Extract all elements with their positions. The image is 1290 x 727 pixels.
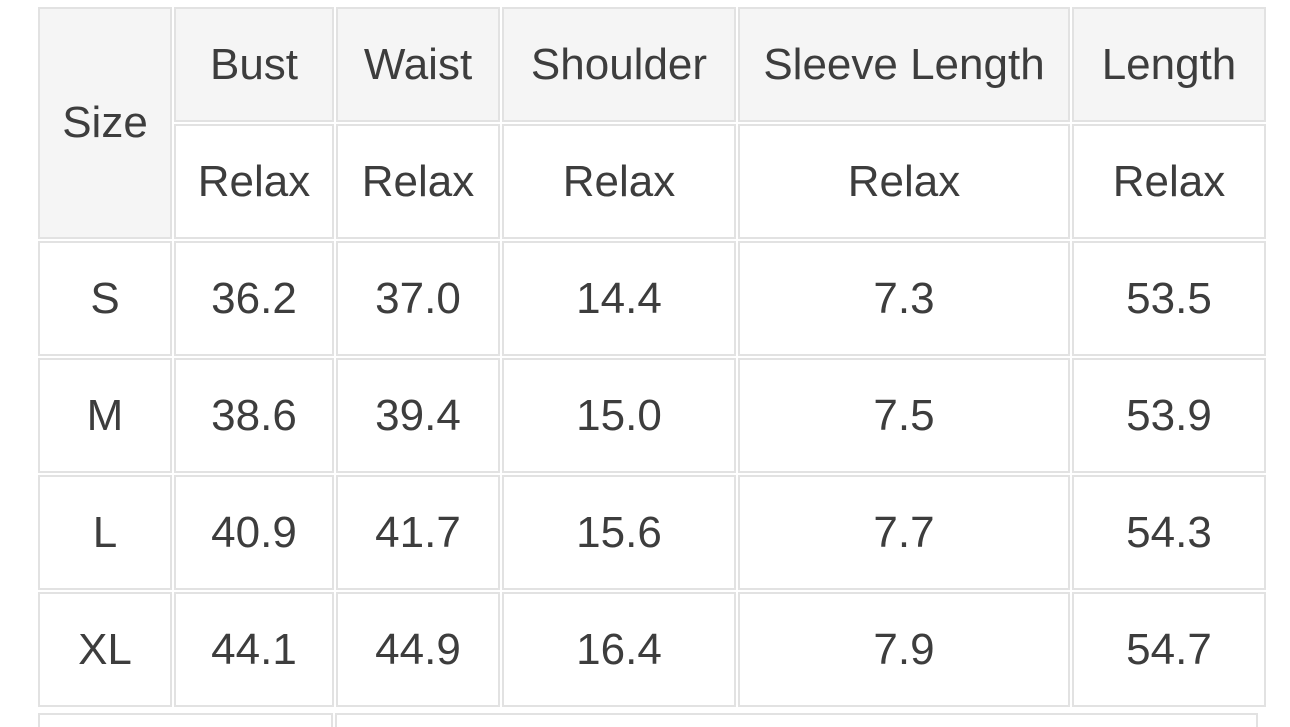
table-row-s: S 36.2 37.0 14.4 7.3 53.5: [38, 241, 1266, 356]
partial-cell-right: [335, 713, 1258, 727]
header-cell-length: Length: [1072, 7, 1266, 122]
partial-cell-left: [38, 713, 333, 727]
value-cell-bust: 36.2: [174, 241, 334, 356]
size-cell: L: [38, 475, 172, 590]
value-cell-length: 53.5: [1072, 241, 1266, 356]
header-cell-bust: Bust: [174, 7, 334, 122]
fit-cell-bust: Relax: [174, 124, 334, 239]
value-cell-sleeve-length: 7.5: [738, 358, 1070, 473]
table-row-xl: XL 44.1 44.9 16.4 7.9 54.7: [38, 592, 1266, 707]
size-chart-table: Size Bust Waist Shoulder Sleeve Length L…: [36, 5, 1268, 709]
fit-cell-shoulder: Relax: [502, 124, 736, 239]
header-row-fit: Relax Relax Relax Relax Relax: [38, 124, 1266, 239]
value-cell-length: 54.7: [1072, 592, 1266, 707]
size-cell: XL: [38, 592, 172, 707]
header-cell-waist: Waist: [336, 7, 500, 122]
value-cell-bust: 40.9: [174, 475, 334, 590]
value-cell-length: 53.9: [1072, 358, 1266, 473]
value-cell-waist: 37.0: [336, 241, 500, 356]
fit-cell-waist: Relax: [336, 124, 500, 239]
value-cell-waist: 39.4: [336, 358, 500, 473]
fit-cell-length: Relax: [1072, 124, 1266, 239]
value-cell-shoulder: 15.6: [502, 475, 736, 590]
next-table-partial: [36, 711, 1260, 727]
value-cell-waist: 44.9: [336, 592, 500, 707]
value-cell-shoulder: 15.0: [502, 358, 736, 473]
value-cell-bust: 38.6: [174, 358, 334, 473]
header-cell-size: Size: [38, 7, 172, 239]
value-cell-length: 54.3: [1072, 475, 1266, 590]
value-cell-bust: 44.1: [174, 592, 334, 707]
table-row-l: L 40.9 41.7 15.6 7.7 54.3: [38, 475, 1266, 590]
value-cell-shoulder: 14.4: [502, 241, 736, 356]
value-cell-sleeve-length: 7.3: [738, 241, 1070, 356]
value-cell-waist: 41.7: [336, 475, 500, 590]
partial-row: [38, 713, 1258, 727]
header-cell-sleeve-length: Sleeve Length: [738, 7, 1070, 122]
size-chart: Size Bust Waist Shoulder Sleeve Length L…: [36, 5, 1268, 727]
value-cell-sleeve-length: 7.9: [738, 592, 1070, 707]
value-cell-shoulder: 16.4: [502, 592, 736, 707]
size-cell: M: [38, 358, 172, 473]
header-row-measures: Size Bust Waist Shoulder Sleeve Length L…: [38, 7, 1266, 239]
header-cell-shoulder: Shoulder: [502, 7, 736, 122]
fit-cell-sleeve-length: Relax: [738, 124, 1070, 239]
value-cell-sleeve-length: 7.7: [738, 475, 1070, 590]
table-row-m: M 38.6 39.4 15.0 7.5 53.9: [38, 358, 1266, 473]
size-cell: S: [38, 241, 172, 356]
